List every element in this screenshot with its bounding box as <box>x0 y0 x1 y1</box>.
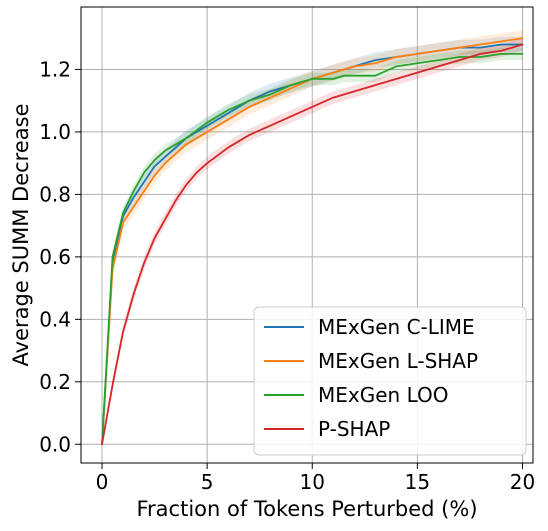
series-line-mexgen-loo <box>101 52 524 446</box>
x-tick-label: 15 <box>405 470 430 494</box>
series-line-p-shap <box>101 43 524 446</box>
y-axis-label: Average SUMM Decrease <box>9 104 33 367</box>
x-axis-ticks: 0 5 10 15 20 <box>96 463 535 494</box>
y-tick-label: 0.2 <box>39 370 71 394</box>
legend-box <box>253 306 527 456</box>
legend: MExGen C-LIME MExGen L-SHAP MExGen LOO P-SH… <box>253 306 527 456</box>
series-lines <box>101 37 524 446</box>
confidence-bands <box>102 30 523 445</box>
legend-label-mexgen-l-shap: MExGen L-SHAP <box>318 349 478 373</box>
y-tick-label: 1.0 <box>39 120 71 144</box>
y-tick-label: 0.0 <box>39 432 71 456</box>
x-tick-label: 5 <box>201 470 214 494</box>
x-axis-label: Fraction of Tokens Perturbed (%) <box>136 497 477 521</box>
legend-label-p-shap: P-SHAP <box>318 417 390 441</box>
y-tick-label: 0.6 <box>39 245 71 269</box>
legend-items: MExGen C-LIME MExGen L-SHAP MExGen LOO P-SH… <box>264 315 478 441</box>
x-tick-label: 20 <box>510 470 535 494</box>
band-mexgen-l-shap <box>102 30 523 445</box>
legend-label-mexgen-c-lime: MExGen C-LIME <box>318 315 475 339</box>
y-axis-ticks: 0.0 0.2 0.4 0.6 0.8 1.0 1.2 <box>39 57 81 456</box>
plot-frame <box>80 6 534 464</box>
x-tick-label: 10 <box>300 470 325 494</box>
y-tick-label: 1.2 <box>39 57 71 81</box>
y-tick-label: 0.4 <box>39 307 71 331</box>
x-tick-label: 0 <box>96 470 109 494</box>
series-line-mexgen-l-shap <box>101 37 524 446</box>
y-tick-label: 0.8 <box>39 182 71 206</box>
legend-label-mexgen-loo: MExGen LOO <box>318 383 448 407</box>
